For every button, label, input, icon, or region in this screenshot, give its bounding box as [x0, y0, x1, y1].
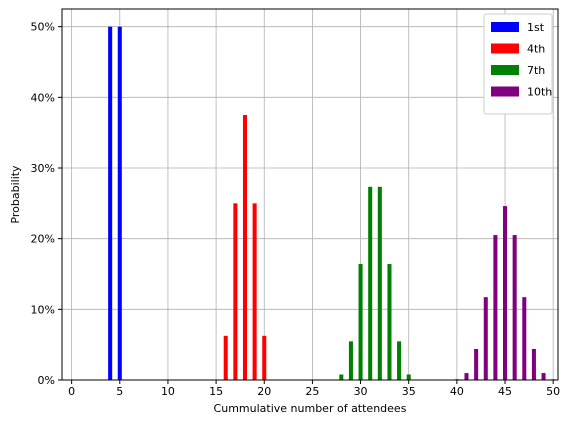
- y-tick-label: 10%: [31, 303, 55, 316]
- legend-label-7th: 7th: [527, 64, 545, 77]
- legend-swatch-1st: [491, 22, 519, 32]
- bar-4th: [262, 335, 267, 380]
- bar-7th: [377, 186, 382, 380]
- x-axis-ticks: 0 5 10 15 20 25 30 35 40 45 50: [68, 380, 560, 398]
- legend-swatch-10th: [491, 86, 519, 97]
- legend-swatch-7th: [491, 65, 519, 75]
- x-tick-label: 5: [116, 385, 123, 398]
- bar-7th: [368, 186, 373, 380]
- bar-4th: [223, 335, 228, 380]
- x-tick-label: 0: [68, 385, 75, 398]
- y-tick-label: 20%: [31, 233, 55, 246]
- legend-label-1st: 1st: [527, 21, 545, 34]
- bar-10th: [503, 206, 508, 380]
- bar-7th: [397, 341, 402, 380]
- bar-10th: [531, 348, 536, 380]
- bar-7th: [387, 264, 392, 380]
- x-tick-label: 35: [402, 385, 416, 398]
- bar-10th: [474, 348, 479, 380]
- x-axis-label: Cummulative number of attendees: [214, 402, 407, 415]
- x-tick-label: 45: [498, 385, 512, 398]
- y-tick-label: 50%: [31, 21, 55, 34]
- legend: 1st 4th 7th 10th: [483, 13, 553, 115]
- bar-7th: [339, 374, 344, 380]
- bar-7th: [406, 374, 411, 380]
- bar-7th: [348, 341, 353, 380]
- bar-10th: [464, 373, 469, 380]
- bar-10th: [541, 373, 546, 380]
- x-tick-label: 30: [354, 385, 368, 398]
- legend-swatch-4th: [491, 43, 519, 54]
- bar-10th: [483, 297, 488, 380]
- legend-label-10th: 10th: [527, 86, 552, 99]
- bar-4th: [233, 203, 238, 380]
- bar-1st: [108, 26, 113, 381]
- bars: [108, 26, 556, 381]
- x-tick-label: 25: [305, 385, 319, 398]
- x-tick-label: 50: [546, 385, 560, 398]
- x-tick-label: 10: [161, 385, 175, 398]
- y-tick-label: 0%: [38, 374, 55, 387]
- bar-4th: [242, 115, 248, 380]
- plot-frame: [61, 8, 559, 381]
- y-tick-label: 40%: [31, 91, 55, 104]
- y-axis-label: Probability: [9, 165, 22, 224]
- bar-1st: [117, 26, 122, 381]
- legend-label-4th: 4th: [527, 43, 545, 56]
- y-axis-ticks: 0% 10% 20% 30% 40% 50%: [31, 21, 62, 387]
- x-tick-label: 15: [209, 385, 223, 398]
- bar-10th: [493, 235, 498, 380]
- bar-7th: [358, 264, 363, 380]
- x-tick-label: 40: [450, 385, 464, 398]
- bar-10th: [512, 235, 517, 380]
- bar-10th: [522, 297, 527, 380]
- y-tick-label: 30%: [31, 162, 55, 175]
- bar-4th: [252, 203, 257, 380]
- x-tick-label: 20: [257, 385, 271, 398]
